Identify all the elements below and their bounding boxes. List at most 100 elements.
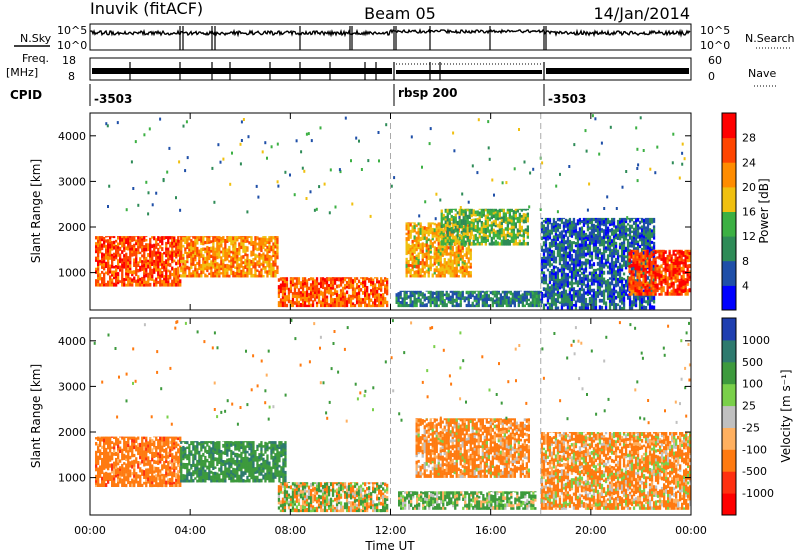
- heatmap-cell: [413, 303, 416, 308]
- heatmap-cell: [612, 249, 616, 253]
- heatmap-cell: [628, 235, 632, 240]
- heatmap-cell: [366, 277, 369, 281]
- heatmap-cell: [622, 260, 626, 265]
- heatmap-cell: [582, 230, 586, 233]
- heatmap-cell: [524, 228, 527, 232]
- heatmap-cell: [208, 241, 211, 244]
- heatmap-cell: [558, 291, 562, 296]
- heatmap-cell: [177, 275, 180, 279]
- heatmap-cell: [315, 280, 319, 283]
- heatmap-cell: [680, 257, 683, 262]
- heatmap-cell: [270, 245, 273, 249]
- heatmap-cell: [630, 243, 634, 248]
- heatmap-cell: [560, 246, 564, 250]
- heatmap-cell: [427, 222, 430, 225]
- heatmap-cell: [682, 261, 685, 265]
- heatmap-cell: [182, 271, 185, 274]
- heatmap-cell: [417, 252, 420, 257]
- heatmap-cell: [305, 290, 309, 294]
- heatmap-cell: [188, 250, 191, 254]
- heatmap-cell: [169, 263, 172, 267]
- heatmap-cell: [291, 297, 295, 302]
- heatmap-cell: [592, 306, 596, 310]
- heatmap-cell: [568, 302, 572, 307]
- heatmap-cell: [347, 300, 351, 304]
- heatmap-cell: [303, 285, 307, 288]
- heatmap-cell: [405, 301, 408, 305]
- heatmap-cell: [353, 277, 357, 280]
- heatmap-cell: [586, 303, 590, 308]
- heatmap-cell: [222, 270, 225, 275]
- heatmap-cell: [660, 290, 663, 294]
- heatmap-cell: [674, 288, 677, 293]
- heatmap-cell: [139, 245, 142, 249]
- heatmap-cell: [204, 250, 207, 254]
- heatmap-cell: [131, 270, 134, 275]
- heatmap-cell: [544, 226, 548, 230]
- heatmap-cell: [682, 251, 685, 255]
- heatmap-cell: [276, 236, 279, 238]
- heatmap-cell: [686, 267, 689, 272]
- heatmap-cell: [184, 247, 187, 251]
- heatmap-cell: [248, 266, 251, 269]
- heatmap-cell: [622, 243, 626, 247]
- heatmap-cell: [550, 225, 554, 230]
- heatmap-cell: [99, 436, 102, 438]
- heatmap-cell: [109, 463, 112, 468]
- heatmap-cell: [560, 276, 564, 281]
- heatmap-cell: [123, 261, 126, 266]
- heatmap-cell: [487, 294, 490, 298]
- heatmap-cell: [109, 436, 112, 439]
- heatmap-cell: [177, 266, 180, 270]
- heatmap-cell: [564, 225, 568, 228]
- heatmap-cell: [646, 299, 650, 304]
- heatmap-cell: [600, 263, 604, 268]
- heatmap-cell: [123, 242, 126, 246]
- heatmap-cell: [596, 246, 600, 250]
- heatmap-cell: [376, 277, 379, 279]
- heatmap-cell: [276, 249, 279, 253]
- heatmap-cell: [594, 305, 598, 310]
- heatmap-cell: [127, 256, 130, 260]
- heatmap-cell: [632, 241, 636, 246]
- heatmap-cell: [366, 294, 369, 298]
- heatmap-cell: [464, 219, 467, 223]
- heatmap-cell: [604, 231, 608, 236]
- heatmap-cell: [409, 254, 412, 258]
- heatmap-cell: [512, 216, 515, 221]
- heatmap-cell: [256, 260, 259, 264]
- heatmap-cell: [184, 270, 187, 274]
- heatmap-cell: [222, 247, 225, 251]
- heatmap-cell: [364, 291, 367, 295]
- heatmap-cell: [439, 294, 442, 299]
- heatmap-cell: [439, 245, 442, 248]
- heatmap-cell: [636, 167, 639, 170]
- heatmap-cell: [590, 223, 594, 227]
- heatmap-cell: [105, 457, 108, 461]
- heatmap-cell: [660, 273, 663, 278]
- heatmap-cell: [95, 270, 98, 274]
- heatmap-cell: [99, 277, 102, 281]
- heatmap-cell: [293, 301, 297, 305]
- heatmap-cell: [111, 482, 114, 485]
- heatmap-cell: [368, 280, 371, 283]
- heatmap-cell: [192, 246, 195, 251]
- heatmap-cell: [662, 278, 665, 282]
- heatmap-cell: [276, 271, 279, 274]
- heatmap-cell: [501, 295, 504, 300]
- heatmap-cell: [562, 254, 566, 257]
- heatmap-cell: [498, 217, 501, 220]
- heatmap-cell: [161, 238, 164, 243]
- heatmap-cell: [620, 231, 624, 236]
- heatmap-cell: [449, 257, 452, 261]
- heatmap-cell: [614, 230, 618, 234]
- heatmap-cell: [351, 294, 355, 298]
- heatmap-cell: [407, 247, 410, 251]
- heatmap-cell: [590, 277, 594, 280]
- heatmap-cell: [109, 243, 112, 247]
- heatmap-cell: [175, 282, 178, 287]
- heatmap-cell: [105, 436, 108, 438]
- heatmap-cell: [518, 222, 521, 227]
- heatmap-cell: [240, 241, 243, 246]
